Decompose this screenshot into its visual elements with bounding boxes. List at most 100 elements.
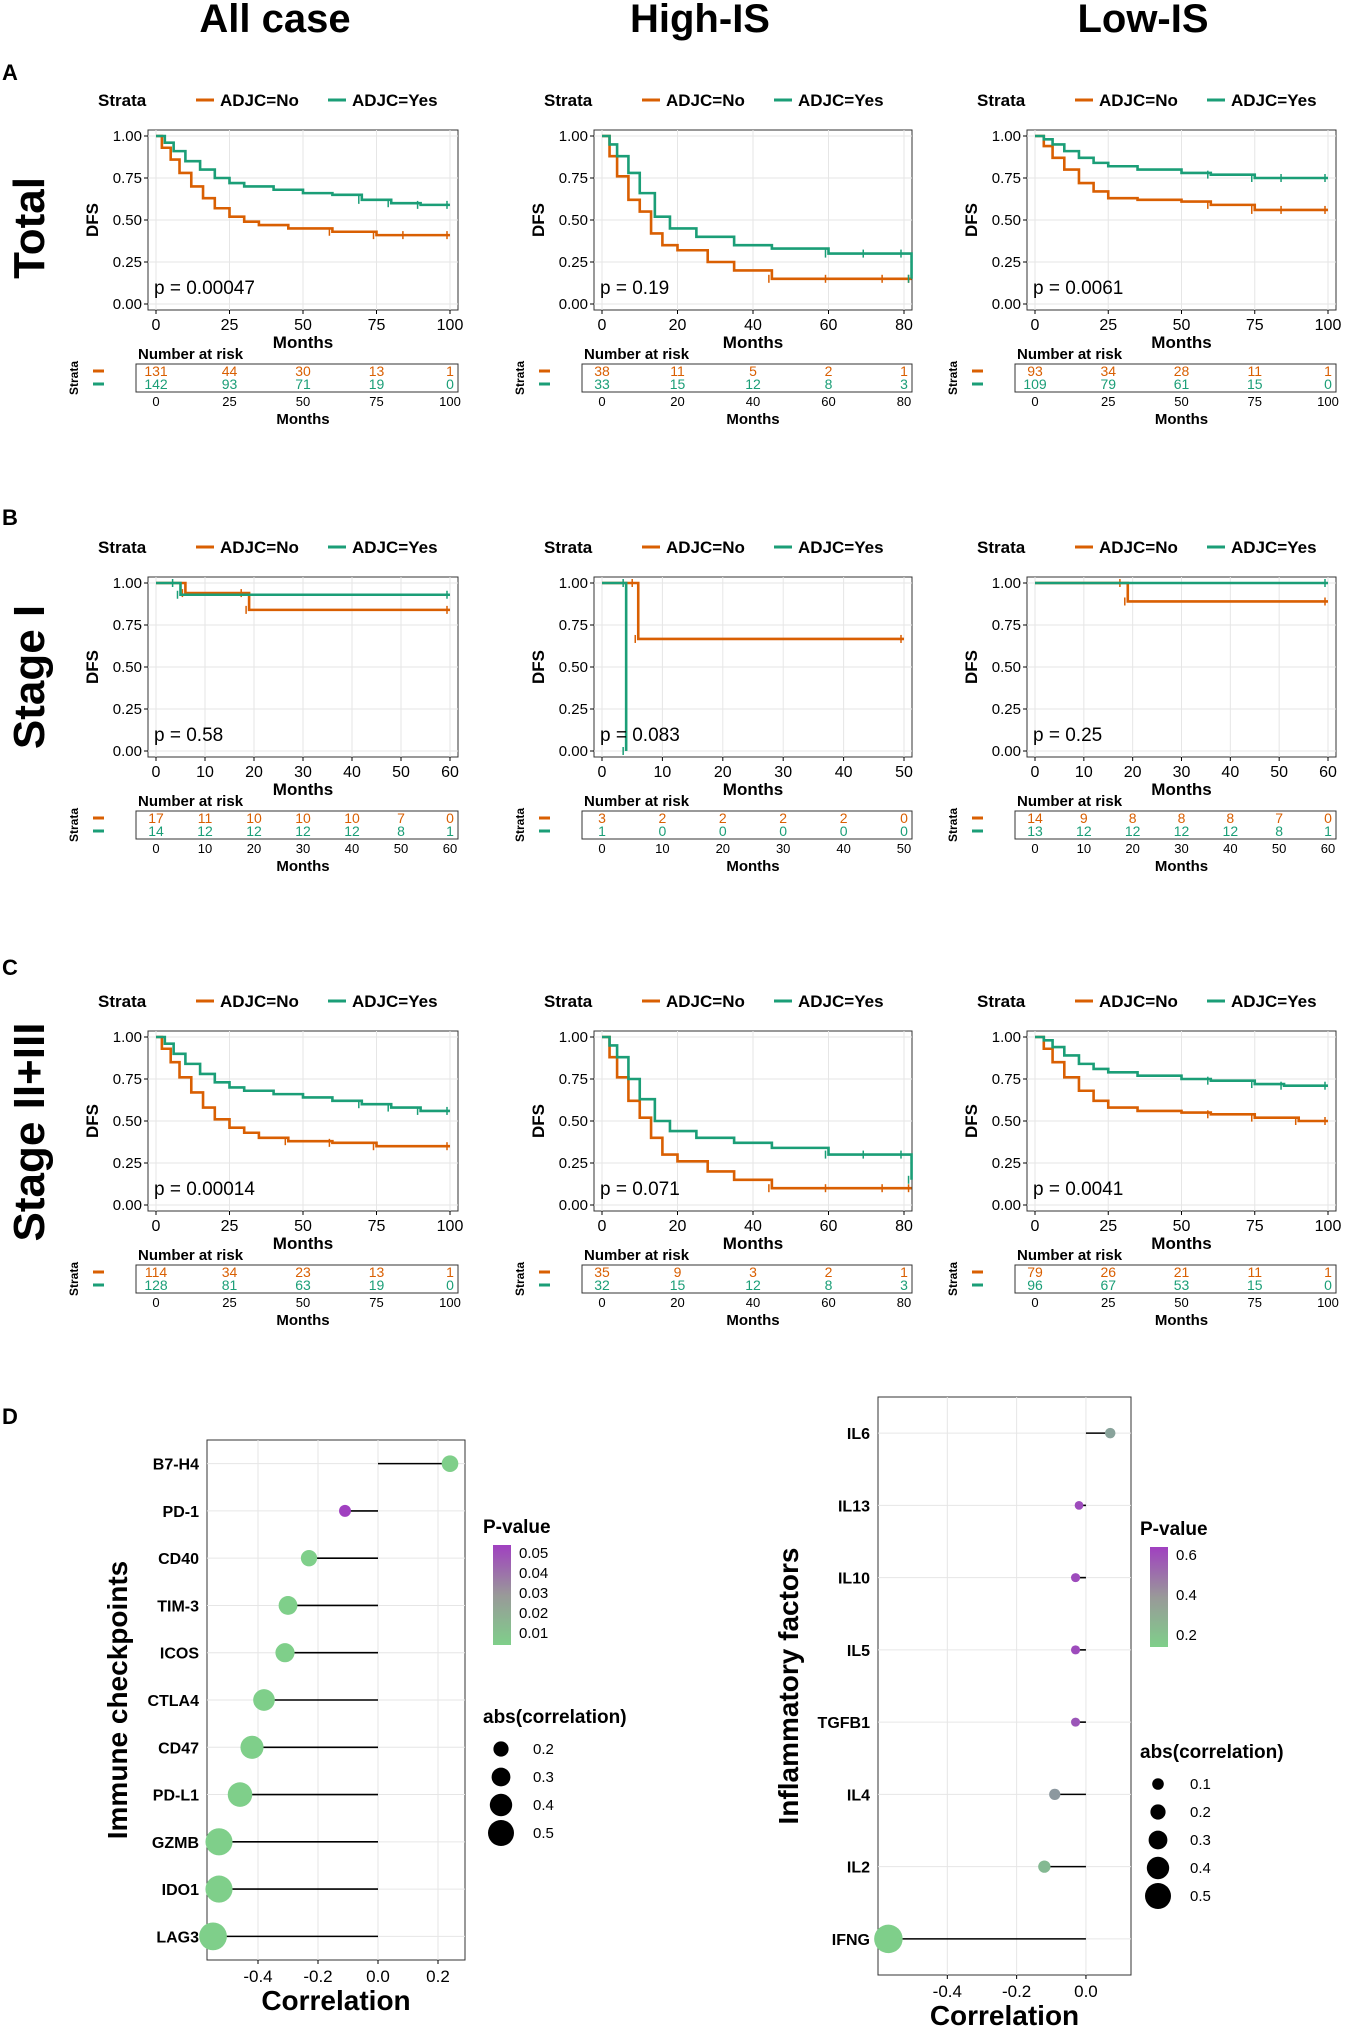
lollipop-plots-layer: B7-H4 PD-1 CD40 TIM-3 ICOS CTLA4 CD47 PD-L1 GZMB…	[102, 1396, 1284, 2026]
risk-time-label: 40	[345, 841, 359, 856]
risk-time-label: 0	[1031, 1295, 1038, 1310]
risk-time-label: 50	[296, 1295, 310, 1310]
risk-count-yes: 12	[1174, 823, 1190, 839]
risk-count-yes: 8	[825, 1277, 833, 1293]
legend-size-dot	[1146, 1856, 1170, 1880]
legend-size-tick: 0.1	[1190, 1776, 1211, 1793]
x-tick-label: 50	[895, 764, 913, 781]
km-curve-adjc-no	[156, 134, 450, 237]
x-tick-label: 0	[152, 1218, 161, 1235]
risk-count-no: 7	[397, 810, 405, 826]
y-axis-label: DFS	[529, 650, 548, 684]
km-panel-s1_low: Strata ADJC=No ADJC=Yes 0.00 0.25 0.50 0.75 1.0…	[946, 538, 1337, 875]
y-tick-label: 0.75	[992, 170, 1021, 187]
y-tick-label: 0.25	[113, 701, 142, 718]
x-tick-label: 60	[820, 1218, 838, 1235]
y-tick-label: 0.75	[559, 617, 588, 634]
km-panel-total_all: Strata ADJC=No ADJC=Yes 0.00 0.25 0.50 0.75 1.0…	[67, 91, 463, 428]
row-label-stage-i: Stage I	[5, 605, 54, 749]
risk-count-no: 21	[1174, 1264, 1190, 1280]
x-tick-label: 0	[1031, 317, 1040, 334]
lollipop-dot	[339, 1504, 351, 1517]
risk-count-no: 11	[1247, 363, 1262, 379]
risk-count-yes: 19	[369, 376, 385, 392]
legend-size-tick: 0.5	[533, 1825, 554, 1842]
risk-count-no: 2	[825, 363, 833, 379]
y-tick-label: 0.75	[559, 1071, 588, 1088]
y-tick-label: 0.50	[559, 1113, 588, 1130]
x-axis-label: Months	[1151, 333, 1211, 352]
risk-time-label: 50	[897, 841, 911, 856]
legend-size-tick: 0.4	[533, 1797, 554, 1814]
risk-count-no: 1	[446, 1264, 454, 1280]
y-tick-label: 0.25	[113, 1155, 142, 1172]
risk-count-no: 2	[825, 1264, 833, 1280]
lollipop-dot	[300, 1550, 318, 1567]
x-tick-label: 60	[820, 317, 838, 334]
risk-count-no: 93	[1027, 363, 1043, 379]
risk-count-yes: 8	[825, 376, 833, 392]
risk-count-no: 17	[148, 810, 164, 826]
risk-time-label: 50	[1174, 1295, 1188, 1310]
legend-size-tick: 0.4	[1190, 1860, 1211, 1877]
legend-size-tick: 0.5	[1190, 1888, 1211, 1905]
y-tick-label: 0.75	[992, 1071, 1021, 1088]
legend-strata-title: Strata	[544, 992, 593, 1011]
x-tick-label: 10	[654, 764, 672, 781]
x-tick-label: 0	[598, 1218, 607, 1235]
y-axis-label: DFS	[962, 1104, 981, 1138]
risk-count-yes: 0	[719, 823, 727, 839]
x-tick-label: 0.0	[366, 1967, 390, 1986]
risk-time-label: 0	[598, 394, 605, 409]
panel-letter-b: B	[2, 505, 18, 530]
y-tick-label: 1.00	[992, 128, 1021, 145]
lollipop-dot	[275, 1643, 295, 1663]
category-label: ICOS	[160, 1646, 199, 1663]
lollipop-panel-lollipop_checkpoints: B7-H4 PD-1 CD40 TIM-3 ICOS CTLA4 CD47 PD-L1 GZMB…	[102, 1439, 627, 2016]
x-tick-label: 75	[368, 1218, 386, 1235]
risk-count-no: 10	[246, 810, 262, 826]
y-tick-label: 1.00	[559, 1029, 588, 1046]
x-tick-label: 20	[1124, 764, 1142, 781]
x-tick-label: -0.2	[303, 1967, 332, 1986]
lollipop-dot	[1071, 1717, 1081, 1727]
km-curve-adjc-no	[1035, 134, 1328, 212]
risk-table-title: Number at risk	[138, 346, 244, 363]
risk-table-ylabel: Strata	[67, 808, 81, 842]
risk-count-yes: 15	[1247, 1277, 1263, 1293]
legend-strata-title: Strata	[977, 992, 1026, 1011]
risk-time-label: 25	[222, 394, 236, 409]
legend-size-dot	[489, 1793, 513, 1817]
risk-time-label: 10	[198, 841, 212, 856]
legend-size-title: abs(correlation)	[483, 1707, 627, 1728]
panel-letter-c: C	[2, 955, 18, 980]
risk-table-frame	[1014, 1264, 1337, 1294]
risk-time-label: 50	[394, 841, 408, 856]
legend-size-tick: 0.2	[533, 1741, 554, 1758]
risk-time-label: 60	[443, 841, 457, 856]
risk-count-no: 2	[659, 810, 667, 826]
y-tick-label: 0.25	[992, 254, 1021, 271]
x-tick-label: 0	[1031, 764, 1040, 781]
y-tick-label: 0.50	[992, 1113, 1021, 1130]
lollipop-dot	[1071, 1573, 1081, 1583]
risk-count-no: 5	[749, 363, 757, 379]
risk-time-label: 20	[670, 1295, 684, 1310]
km-curve-adjc-yes	[602, 134, 913, 279]
km-curve-adjc-no	[156, 1035, 450, 1148]
x-tick-label: -0.4	[933, 1982, 962, 2001]
y-tick-label: 0.75	[113, 170, 142, 187]
category-label: IL4	[847, 1787, 870, 1804]
risk-time-label: 100	[439, 394, 461, 409]
risk-count-no: 10	[344, 810, 360, 826]
y-tick-label: 0.75	[992, 617, 1021, 634]
risk-time-label: 50	[296, 394, 310, 409]
risk-count-yes: 128	[144, 1277, 168, 1293]
y-axis-label: Inflammatory factors	[773, 1548, 804, 1825]
risk-count-yes: 142	[144, 376, 168, 392]
risk-count-yes: 1	[1324, 823, 1332, 839]
km-curve-adjc-yes	[602, 1035, 913, 1180]
legend-yes-label: ADJC=Yes	[352, 538, 438, 557]
risk-count-yes: 67	[1100, 1277, 1116, 1293]
